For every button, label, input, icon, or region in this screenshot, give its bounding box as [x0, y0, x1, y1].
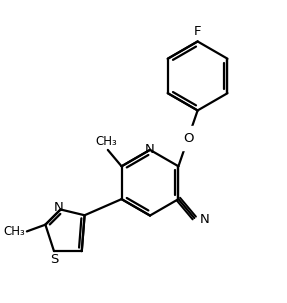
Text: CH₃: CH₃ [3, 225, 25, 238]
Text: F: F [194, 25, 201, 38]
Text: O: O [183, 132, 193, 145]
Text: CH₃: CH₃ [95, 135, 117, 148]
Text: N: N [54, 201, 64, 214]
Text: S: S [50, 253, 58, 266]
Text: N: N [145, 143, 155, 156]
Text: N: N [200, 213, 210, 226]
